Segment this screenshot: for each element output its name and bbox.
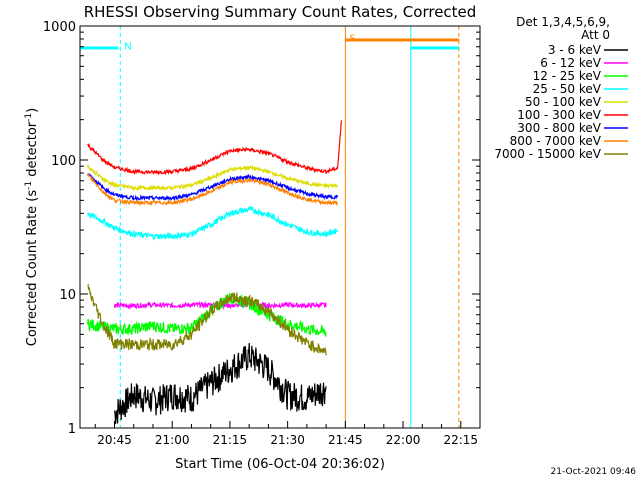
x-tick-label-0: 20:45 xyxy=(97,433,132,447)
y-tick-label-1: 10 xyxy=(59,288,76,303)
orbit-bars: NS xyxy=(80,33,459,52)
series-line-8 xyxy=(87,283,327,356)
y-axis-label-sup1: -1 xyxy=(24,181,34,190)
annotation-label-0: N xyxy=(124,41,131,52)
orbit-bar-2 xyxy=(410,46,459,50)
x-tick-label-1: 21:00 xyxy=(155,433,190,447)
x-tick-label-4: 21:45 xyxy=(328,433,363,447)
y-axis-label-part1: Corrected Count Rate (s xyxy=(25,190,40,347)
plot-frame xyxy=(79,25,481,429)
orbit-bar-0 xyxy=(80,46,119,50)
x-tick-label-6: 22:15 xyxy=(443,433,478,447)
series-layer xyxy=(87,120,343,425)
legend-label-4: 50 - 100 keV xyxy=(525,95,602,109)
timestamp: 21-Oct-2021 09:46 xyxy=(551,467,637,477)
series-line-3 xyxy=(87,205,339,241)
y-axis-label-part2: detector xyxy=(25,121,40,181)
legend-label-2: 12 - 25 keV xyxy=(533,69,602,83)
orbit-bar-1 xyxy=(345,38,459,42)
legend-label-3: 25 - 50 keV xyxy=(533,82,602,96)
legend-label-7: 800 - 7000 keV xyxy=(510,134,602,148)
x-tick-label-3: 21:30 xyxy=(270,433,305,447)
x-tick-label-2: 21:15 xyxy=(213,433,248,447)
y-tick-label-3: 1000 xyxy=(43,20,76,35)
legend-title: Det 1,3,4,5,6,9, xyxy=(516,15,610,29)
y-axis: 1 10 100 1000 xyxy=(43,20,480,437)
annotation-label-1: S xyxy=(349,33,355,44)
y-axis-label-sup2: -1 xyxy=(24,113,34,122)
y-axis-label: Corrected Count Rate (s-1 detector-1) xyxy=(24,108,40,346)
y-tick-label-0: 1 xyxy=(68,422,76,437)
series-line-4 xyxy=(87,163,338,192)
legend-label-6: 300 - 800 keV xyxy=(517,121,601,135)
legend-label-1: 6 - 12 keV xyxy=(540,56,602,70)
legend-label-8: 7000 - 15000 keV xyxy=(494,147,601,161)
y-axis-label-part3: ) xyxy=(25,108,40,113)
y-tick-label-2: 100 xyxy=(51,154,76,169)
x-tick-label-5: 22:00 xyxy=(386,433,421,447)
series-line-7 xyxy=(87,173,339,207)
legend-subtitle: Att 0 xyxy=(581,28,610,42)
series-line-0 xyxy=(113,342,327,425)
legend-label-0: 3 - 6 keV xyxy=(548,43,602,57)
legend-label-5: 100 - 300 keV xyxy=(517,108,601,122)
series-line-6 xyxy=(87,172,339,202)
chart-title: RHESSI Observing Summary Count Rates, Co… xyxy=(84,3,477,21)
x-axis: 20:45 21:00 21:15 21:30 21:45 22:00 22:15 xyxy=(94,421,481,447)
series-line-5 xyxy=(87,120,343,176)
x-axis-label: Start Time (06-Oct-04 20:36:02) xyxy=(175,457,385,472)
